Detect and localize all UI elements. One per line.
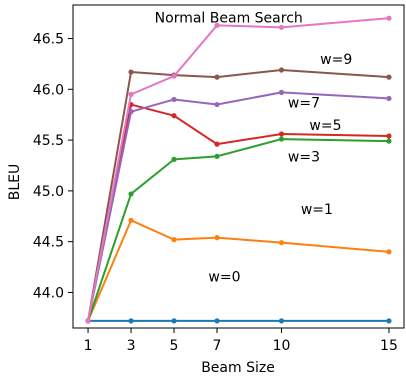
series-annotation: w=1 bbox=[301, 202, 333, 218]
data-point bbox=[85, 318, 91, 324]
series-annotation: w=0 bbox=[208, 269, 240, 285]
data-point bbox=[128, 69, 134, 75]
series-annotation: w=5 bbox=[309, 118, 341, 134]
data-point bbox=[278, 136, 285, 142]
data-point bbox=[171, 113, 177, 119]
series-line bbox=[87, 138, 389, 322]
data-point bbox=[278, 67, 285, 73]
series-line bbox=[87, 91, 390, 322]
data-point bbox=[386, 318, 392, 324]
series-w-5 bbox=[85, 101, 392, 324]
data-point bbox=[278, 131, 285, 137]
data-point bbox=[128, 109, 134, 115]
x-tick-label: 15 bbox=[380, 338, 398, 354]
series-annotation: w=7 bbox=[288, 96, 320, 112]
x-tick-label: 5 bbox=[170, 338, 179, 354]
series-annotation: w=9 bbox=[320, 52, 352, 68]
data-point bbox=[171, 237, 177, 243]
x-tick-label: 1 bbox=[84, 338, 93, 354]
x-tick-label: 10 bbox=[273, 338, 291, 354]
data-point bbox=[214, 235, 220, 241]
data-point bbox=[386, 15, 392, 21]
data-point bbox=[171, 156, 177, 162]
data-point bbox=[278, 89, 285, 95]
x-axis-label: Beam Size bbox=[201, 360, 275, 376]
y-tick-label: 45.0 bbox=[33, 184, 64, 200]
data-point bbox=[214, 141, 220, 147]
y-tick-label: 46.5 bbox=[33, 32, 64, 48]
series-line bbox=[87, 103, 389, 322]
data-point bbox=[214, 153, 220, 159]
series-w-0 bbox=[85, 318, 392, 324]
series-layer bbox=[85, 15, 392, 324]
series-annotation: Normal Beam Search bbox=[155, 10, 303, 26]
data-point bbox=[386, 249, 392, 255]
data-point bbox=[171, 318, 177, 324]
annotation-layer: w=0 w=1 w=3 w=5 w=7 w=9 Normal Beam Search bbox=[155, 10, 353, 285]
data-point bbox=[128, 318, 134, 324]
data-point bbox=[214, 101, 220, 108]
data-point bbox=[386, 133, 392, 139]
data-point bbox=[278, 318, 285, 324]
data-point bbox=[278, 24, 285, 30]
data-point bbox=[386, 74, 392, 80]
data-point bbox=[278, 240, 285, 246]
axes-layer bbox=[72, 4, 405, 329]
data-point bbox=[171, 96, 177, 103]
x-tick-label: 3 bbox=[127, 338, 136, 354]
y-axis-label: BLEU bbox=[7, 164, 23, 201]
series-annotation: w=3 bbox=[288, 149, 320, 165]
data-point bbox=[214, 22, 220, 28]
series-w-7 bbox=[85, 89, 392, 324]
data-point bbox=[214, 318, 220, 324]
x-tick-label: 7 bbox=[213, 338, 222, 354]
y-tick-label: 44.0 bbox=[33, 285, 64, 301]
series-line bbox=[87, 17, 390, 322]
series-w-3 bbox=[85, 136, 392, 324]
series-normal-beam-search bbox=[85, 15, 392, 324]
y-tick-label: 44.5 bbox=[33, 235, 64, 251]
y-tick-label: 46.0 bbox=[33, 82, 64, 98]
data-point bbox=[128, 91, 134, 97]
data-point bbox=[128, 217, 134, 223]
data-point bbox=[386, 138, 392, 144]
data-point bbox=[171, 73, 177, 79]
data-point bbox=[214, 74, 220, 80]
ticks-layer: 1 3 5 7 10 15 44.0 44.5 45.0 45.5 46.0 46.5 bbox=[33, 32, 398, 354]
data-point bbox=[386, 95, 392, 102]
series-line bbox=[87, 69, 390, 322]
plot-frame bbox=[72, 4, 405, 329]
data-point bbox=[128, 191, 134, 197]
y-tick-label: 45.5 bbox=[33, 133, 64, 149]
series-line bbox=[87, 219, 390, 322]
